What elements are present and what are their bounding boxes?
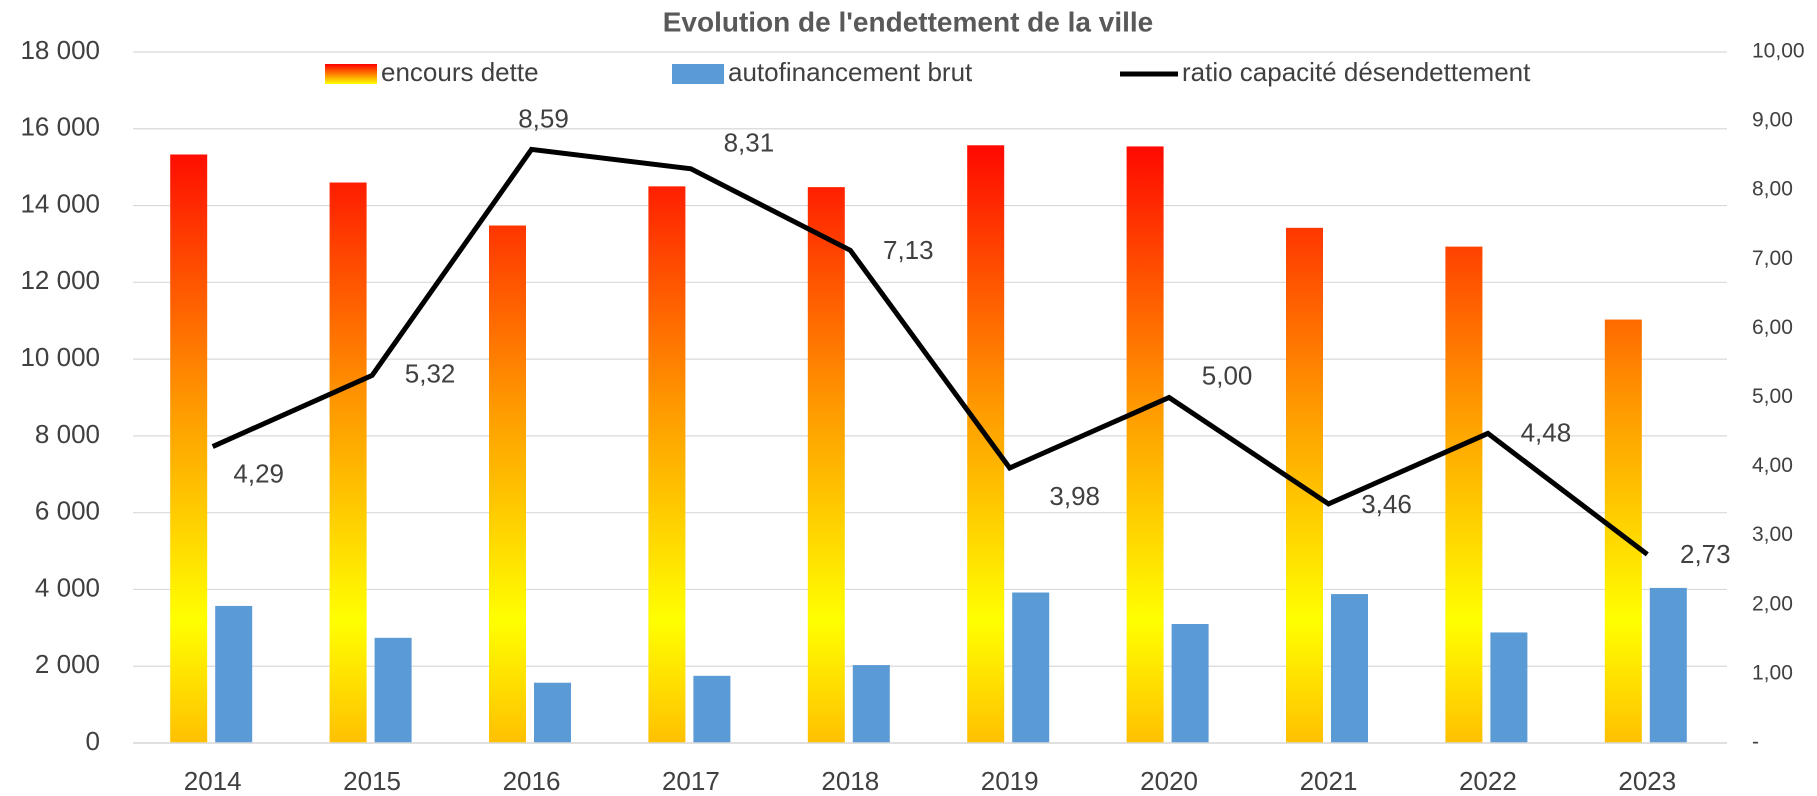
y-tick-label: 6 000 <box>35 496 100 526</box>
bar <box>170 154 208 743</box>
legend-label: ratio capacité désendettement <box>1182 57 1531 87</box>
bar <box>1331 594 1368 743</box>
data-label: 5,32 <box>405 358 456 388</box>
data-label: 4,29 <box>233 458 284 488</box>
y-tick-label: 0 <box>86 726 100 756</box>
x-tick-label: 2015 <box>343 766 401 796</box>
legend-swatch <box>672 64 724 84</box>
x-tick-label: 2022 <box>1459 766 1517 796</box>
bar <box>215 605 253 743</box>
bar <box>648 186 686 744</box>
x-tick-label: 2017 <box>662 766 720 796</box>
x-tick-label: 2018 <box>821 766 879 796</box>
data-label: 3,46 <box>1361 489 1412 519</box>
y2-tick-label: 7,00 <box>1752 247 1793 270</box>
y2-tick-label: 8,00 <box>1752 178 1793 201</box>
bar <box>1012 592 1050 743</box>
y2-tick-label: 3,00 <box>1752 523 1793 546</box>
legend-swatch <box>325 64 377 84</box>
y-tick-label: 14 000 <box>20 188 100 218</box>
y-tick-label: 10 000 <box>20 342 100 372</box>
chart-title: Evolution de l'endettement de la ville <box>663 6 1154 37</box>
bar <box>489 225 526 744</box>
y-tick-label: 2 000 <box>35 649 100 679</box>
bar <box>693 675 731 743</box>
bar <box>1649 587 1687 743</box>
y-tick-label: 8 000 <box>35 419 100 449</box>
x-tick-label: 2016 <box>503 766 561 796</box>
y2-tick-label: 6,00 <box>1752 316 1793 339</box>
y-tick-label: 4 000 <box>35 572 100 602</box>
legend-label: autofinancement brut <box>728 57 973 87</box>
bar <box>1445 246 1483 744</box>
y2-tick-label: 9,00 <box>1752 109 1793 132</box>
data-label: 8,31 <box>724 128 775 158</box>
y2-tick-label: 4,00 <box>1752 454 1793 477</box>
y2-tick-label: 2,00 <box>1752 592 1793 615</box>
bar <box>1604 319 1642 743</box>
x-tick-label: 2021 <box>1300 766 1358 796</box>
data-label: 2,73 <box>1680 539 1731 569</box>
data-label: 4,48 <box>1521 417 1572 447</box>
legend-label: encours dette <box>381 57 539 87</box>
bar <box>534 682 571 743</box>
bar <box>329 182 367 743</box>
bar <box>1126 146 1164 744</box>
ratio-line <box>211 146 1649 557</box>
x-tick-label: 2020 <box>1140 766 1198 796</box>
y-tick-label: 18 000 <box>20 35 100 65</box>
data-label: 5,00 <box>1202 360 1253 390</box>
bar <box>1171 623 1209 743</box>
y-tick-label: 16 000 <box>20 112 100 142</box>
y2-tick-label: 10,00 <box>1752 40 1805 63</box>
bar <box>374 637 412 743</box>
x-tick-label: 2019 <box>981 766 1039 796</box>
data-label: 7,13 <box>883 235 934 265</box>
y2-tick-label: 1,00 <box>1752 661 1793 684</box>
y2-tick-label: - <box>1752 731 1759 754</box>
y-tick-label: 12 000 <box>20 265 100 295</box>
data-label: 3,98 <box>1049 481 1100 511</box>
data-label: 8,59 <box>518 103 569 133</box>
x-tick-label: 2014 <box>184 766 242 796</box>
y2-tick-label: 5,00 <box>1752 385 1793 408</box>
bar <box>807 187 845 743</box>
bar <box>967 145 1005 743</box>
bar <box>852 665 890 743</box>
bar <box>1490 632 1528 743</box>
x-tick-label: 2023 <box>1618 766 1676 796</box>
